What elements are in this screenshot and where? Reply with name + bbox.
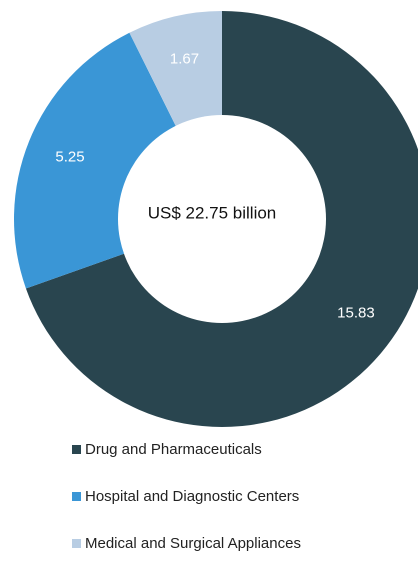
legend-label: Hospital and Diagnostic Centers: [85, 487, 300, 505]
legend-item-medical-surgical: Medical and Surgical Appliances: [72, 526, 301, 560]
donut-hole: [118, 115, 326, 323]
legend-swatch: [72, 491, 81, 501]
slice-value-label-hospital-and-diagnostic-centers: 5.25: [55, 148, 84, 165]
center-total-label: US$ 22.75 billion: [148, 203, 277, 222]
legend: Drug and Pharmaceuticals Hospital and Di…: [72, 432, 301, 573]
slice-drug-and-pharmaceuticals: [25, 11, 418, 427]
slice-value-label-drug-and-pharmaceuticals: 15.83: [337, 305, 375, 322]
legend-label: Drug and Pharmaceuticals: [85, 440, 262, 458]
legend-label: Medical and Surgical Appliances: [85, 534, 301, 552]
legend-item-drug-pharmaceuticals: Drug and Pharmaceuticals: [72, 432, 301, 466]
legend-swatch: [72, 538, 81, 548]
legend-swatch: [72, 444, 81, 454]
slice-value-labels: 15.83 5.25 1.67: [55, 50, 374, 321]
legend-item-hospital-diagnostic: Hospital and Diagnostic Centers: [72, 479, 301, 513]
donut-chart: 15.83 5.25 1.67 US$ 22.75 billion: [13, 11, 418, 427]
slice-value-label-medical-and-surgical-appliances: 1.67: [170, 50, 199, 67]
